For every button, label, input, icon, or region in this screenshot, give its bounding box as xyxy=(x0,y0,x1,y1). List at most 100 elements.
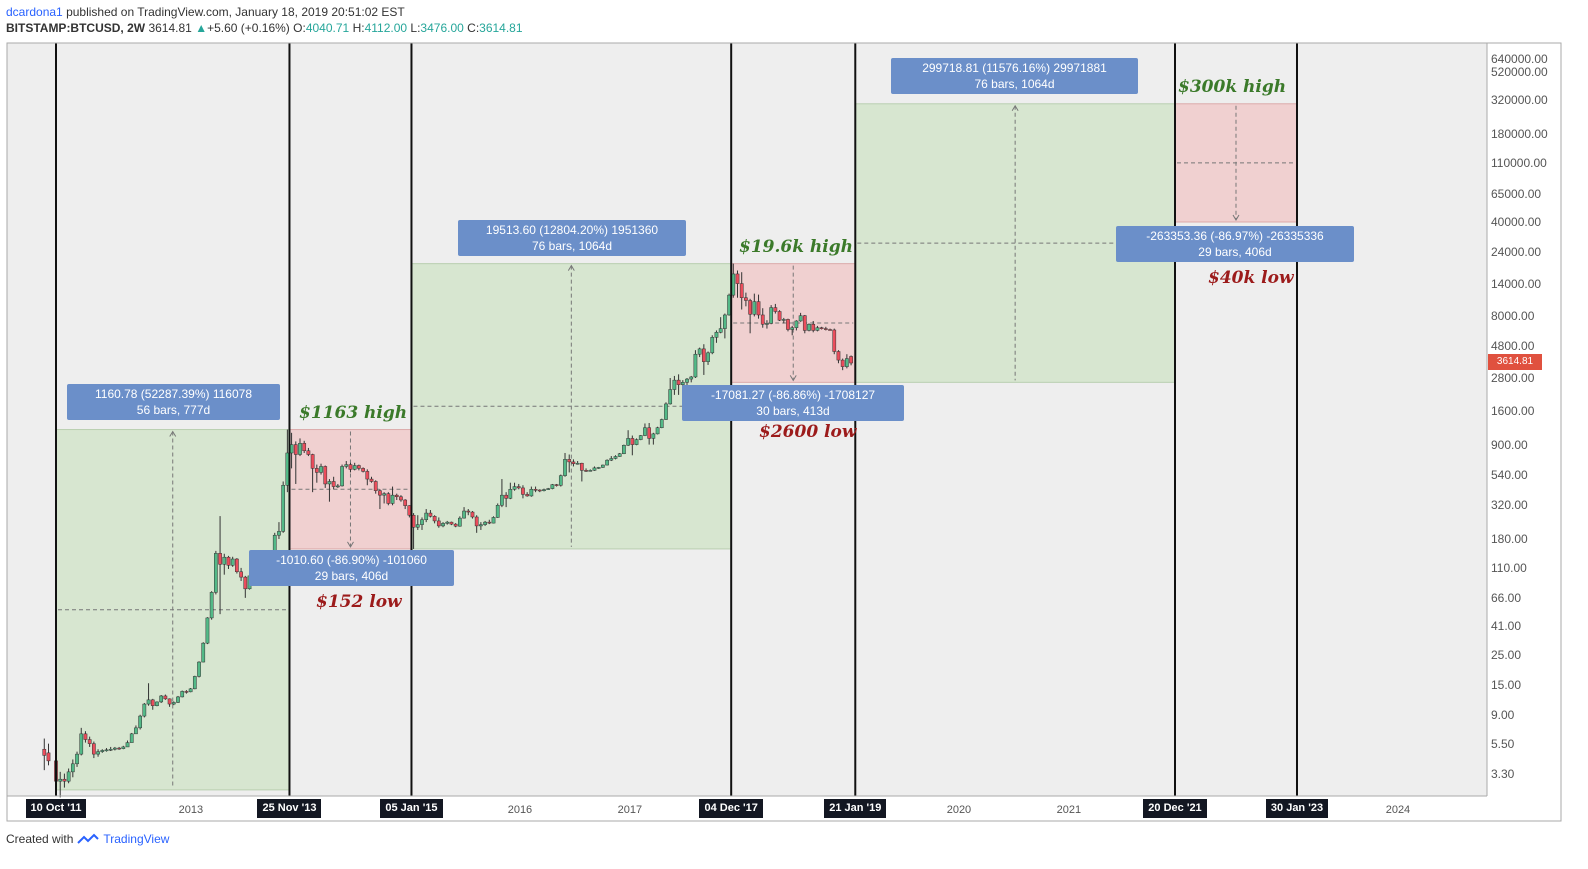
candle-body-down xyxy=(773,307,778,312)
high-label: H: xyxy=(352,21,365,35)
time-axis-marker-label: 30 Jan '23 xyxy=(1265,799,1329,818)
candle-body-down xyxy=(432,516,437,522)
candle-body-up xyxy=(558,475,563,486)
candle-body-up xyxy=(125,742,130,748)
measure-label-fall-2: -17081.27 (-86.86%) -1708127 30 bars, 41… xyxy=(682,385,904,421)
candle-body-down xyxy=(150,699,155,706)
candle-body-down xyxy=(811,323,816,331)
candle-body-up xyxy=(651,433,656,439)
price-axis-label: 24000.00 xyxy=(1491,244,1542,259)
candle-body-down xyxy=(449,521,454,525)
close-value: 3614.81 xyxy=(479,21,523,35)
candle-body-up xyxy=(588,470,593,472)
symbol-label: BITSTAMP:BTCUSD, 2W xyxy=(6,21,146,35)
callout-19.6k-high: $19.6k high xyxy=(739,237,853,257)
measure-line-1: 1160.78 (52287.39%) 116078 xyxy=(94,387,253,401)
time-axis-year-label: 2021 xyxy=(1056,804,1082,816)
candle-body-up xyxy=(617,453,622,457)
candle-body-up xyxy=(634,439,639,445)
time-axis-marker-label: 20 Dec '21 xyxy=(1143,799,1207,818)
candle-body-up xyxy=(664,403,668,420)
candle-body-up xyxy=(319,466,323,473)
candle-body-down xyxy=(226,556,231,566)
candle-body-up xyxy=(205,617,210,644)
candle-body-up xyxy=(638,435,643,440)
candle-body-down xyxy=(849,356,853,364)
candle-body-up xyxy=(113,747,117,750)
candle-body-up xyxy=(592,467,597,471)
tradingview-brand-link[interactable]: TradingView xyxy=(103,832,170,846)
candle-body-down xyxy=(554,484,559,486)
candle-body-down xyxy=(239,571,243,578)
range-box-arrowhead-icon xyxy=(169,430,177,437)
candle-body-down xyxy=(676,379,681,385)
callout-152-low: $152 low xyxy=(316,592,402,612)
candle-body-up xyxy=(714,332,719,338)
measure-line-1: -263353.36 (-86.97%) -26335336 xyxy=(1146,229,1324,243)
candle-body-down xyxy=(331,481,336,487)
open-label: O: xyxy=(293,21,306,35)
candle-body-down xyxy=(386,493,391,504)
candle-body-up xyxy=(512,486,517,490)
candle-body-down xyxy=(184,691,189,693)
candle-body-down xyxy=(62,778,67,782)
candle-body-up xyxy=(718,328,723,333)
candle-body-up xyxy=(546,488,551,490)
candle-body-down xyxy=(399,496,403,501)
measure-line-2: 56 bars, 777d xyxy=(136,403,211,417)
callout-300k-high: $300k high xyxy=(1178,77,1287,97)
candle-body-up xyxy=(845,358,849,367)
candle-body-up xyxy=(542,489,546,491)
candle-body-up xyxy=(563,459,567,476)
author-link[interactable]: dcardona1 xyxy=(6,5,63,19)
high-value: 4112.00 xyxy=(364,21,408,35)
candle-body-up xyxy=(723,314,727,329)
candle-body-down xyxy=(521,487,525,495)
measure-label-fall-3: -263353.36 (-86.97%) -26335336 29 bars, … xyxy=(1116,226,1354,262)
candle-body-down xyxy=(42,748,47,756)
candle-body-up xyxy=(171,702,176,705)
candle-body-up xyxy=(420,519,424,525)
candle-body-up xyxy=(672,379,677,390)
candle-body-up xyxy=(188,688,193,693)
price-axis-label: 41.00 xyxy=(1491,618,1522,633)
candle-body-down xyxy=(466,510,471,513)
candle-body-up xyxy=(104,749,109,752)
candle-body-up xyxy=(415,524,420,528)
price-axis-label: 4800.00 xyxy=(1491,339,1535,354)
candle-body-up xyxy=(390,494,395,504)
candle-body-down xyxy=(474,516,479,527)
price-axis-label: 2800.00 xyxy=(1491,371,1535,385)
candle-body-down xyxy=(533,489,538,491)
candle-body-up xyxy=(794,320,799,328)
publish-info: dcardona1 published on TradingView.com, … xyxy=(6,5,405,19)
time-axis-marker-label: 10 Oct '11 xyxy=(25,799,87,818)
candle-body-up xyxy=(601,464,605,468)
range-box-arrowhead-icon xyxy=(1011,104,1019,112)
candle-body-up xyxy=(192,676,197,690)
callout-40k-low: $40k low xyxy=(1208,268,1294,288)
candle-body-down xyxy=(378,490,382,496)
candle-body-up xyxy=(781,319,786,321)
range-box-arrowhead-icon xyxy=(347,541,354,548)
candle-body-down xyxy=(760,314,765,325)
candle-body-up xyxy=(79,733,84,755)
time-axis-year-label: 2013 xyxy=(178,804,204,816)
candle-body-down xyxy=(579,462,584,471)
candle-body-down xyxy=(369,478,374,482)
price-axis-label: 180.00 xyxy=(1491,532,1528,546)
candle-body-down xyxy=(361,468,365,472)
time-axis-marker-label: 21 Jan '19 xyxy=(824,799,887,818)
candle-body-down xyxy=(163,695,168,700)
candle-body-up xyxy=(108,748,113,751)
candle-body-down xyxy=(828,329,832,331)
candle-body-down xyxy=(92,743,96,755)
created-with-label: Created with xyxy=(6,832,74,846)
up-arrow-icon: ▲ xyxy=(195,21,208,35)
candle-body-down xyxy=(630,438,635,445)
candle-body-up xyxy=(815,327,820,331)
candle-body-up xyxy=(134,727,138,735)
candle-body-down xyxy=(504,494,508,499)
candle-body-down xyxy=(777,311,782,321)
candle-body-up xyxy=(710,337,715,354)
